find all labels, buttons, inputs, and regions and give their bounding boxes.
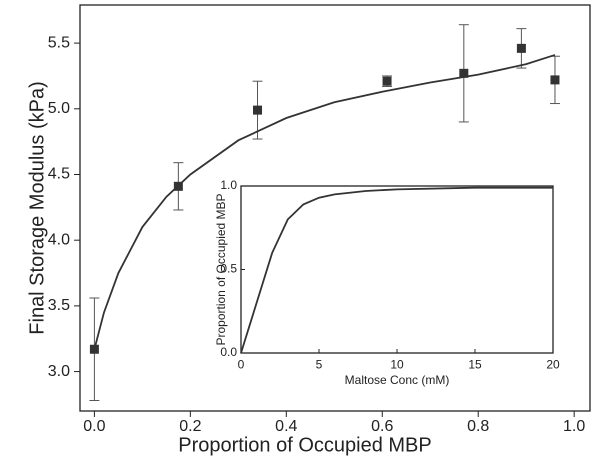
y-axis-label: Final Storage Modulus (kPa) <box>26 81 48 334</box>
y-tick-label: 5.5 <box>48 34 70 51</box>
data-point <box>550 75 560 85</box>
fit-line <box>93 54 556 350</box>
data-point <box>459 68 469 78</box>
data-point <box>253 105 263 115</box>
y-tick-label: 4.5 <box>48 166 70 183</box>
x-tick-label: 15 <box>468 357 482 371</box>
x-axis-label: Proportion of Occupied MBP <box>178 434 431 456</box>
y-tick-label: 4.0 <box>48 231 70 248</box>
data-point <box>382 76 392 86</box>
fit-line <box>240 186 553 354</box>
y-axis-label: Proportion of Occupied MBP <box>214 193 228 345</box>
plot-frame <box>240 185 554 354</box>
x-tick-label: 0.8 <box>467 418 489 435</box>
data-point <box>516 43 526 53</box>
x-tick-label: 0.0 <box>83 418 105 435</box>
x-tick-label: 0 <box>238 357 245 371</box>
y-tick-label: 0.0 <box>220 345 237 359</box>
x-tick-label: 0.4 <box>275 418 297 435</box>
y-tick-label: 0.5 <box>220 262 237 276</box>
x-tick-label: 0.6 <box>371 418 393 435</box>
y-tick-label: 5.0 <box>48 100 70 117</box>
x-tick-label: 0.2 <box>179 418 201 435</box>
x-tick-label: 10 <box>390 357 404 371</box>
y-tick-label: 3.5 <box>48 297 70 314</box>
x-tick-label: 5 <box>316 357 323 371</box>
x-tick-label: 20 <box>546 357 560 371</box>
y-tick-label: 1.0 <box>220 178 237 192</box>
x-tick-label: 1.0 <box>563 418 585 435</box>
x-axis-label: Maltose Conc (mM) <box>345 373 450 387</box>
y-tick-label: 3.0 <box>48 363 70 380</box>
